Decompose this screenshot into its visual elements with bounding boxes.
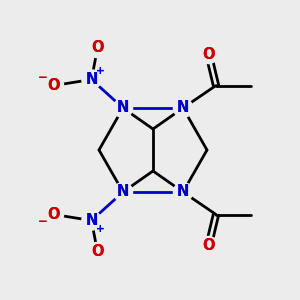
Text: O: O bbox=[91, 40, 104, 56]
Text: +: + bbox=[95, 66, 104, 76]
Text: N: N bbox=[85, 213, 98, 228]
Circle shape bbox=[113, 98, 133, 118]
Circle shape bbox=[44, 205, 64, 224]
Text: O: O bbox=[48, 78, 60, 93]
Text: N: N bbox=[85, 72, 98, 87]
Text: N: N bbox=[177, 100, 189, 116]
Circle shape bbox=[113, 182, 133, 202]
Text: O: O bbox=[202, 46, 215, 62]
Text: O: O bbox=[48, 78, 60, 93]
Circle shape bbox=[88, 38, 107, 58]
Text: O: O bbox=[91, 244, 104, 260]
Circle shape bbox=[88, 242, 107, 262]
Text: N: N bbox=[177, 184, 189, 200]
Text: −: − bbox=[38, 215, 47, 229]
Circle shape bbox=[44, 76, 64, 95]
Text: −: − bbox=[38, 71, 47, 85]
Text: O: O bbox=[202, 46, 215, 62]
Text: O: O bbox=[48, 207, 60, 222]
Text: N: N bbox=[177, 100, 189, 116]
Text: N: N bbox=[117, 100, 129, 116]
Text: +: + bbox=[95, 224, 104, 234]
Text: N: N bbox=[117, 100, 129, 116]
Text: O: O bbox=[202, 238, 215, 253]
Circle shape bbox=[173, 182, 193, 202]
Text: N: N bbox=[85, 213, 98, 228]
Circle shape bbox=[173, 98, 193, 118]
Text: +: + bbox=[95, 224, 104, 234]
Text: O: O bbox=[91, 244, 104, 260]
Circle shape bbox=[82, 70, 101, 89]
Text: N: N bbox=[117, 184, 129, 200]
Text: −: − bbox=[38, 71, 47, 85]
Text: O: O bbox=[202, 238, 215, 253]
Circle shape bbox=[82, 211, 101, 230]
Text: +: + bbox=[95, 66, 104, 76]
Text: N: N bbox=[85, 72, 98, 87]
Text: N: N bbox=[117, 184, 129, 200]
Text: N: N bbox=[177, 184, 189, 200]
Text: O: O bbox=[48, 207, 60, 222]
Circle shape bbox=[199, 44, 218, 64]
Circle shape bbox=[199, 236, 218, 256]
Text: −: − bbox=[38, 215, 47, 229]
Text: O: O bbox=[91, 40, 104, 56]
